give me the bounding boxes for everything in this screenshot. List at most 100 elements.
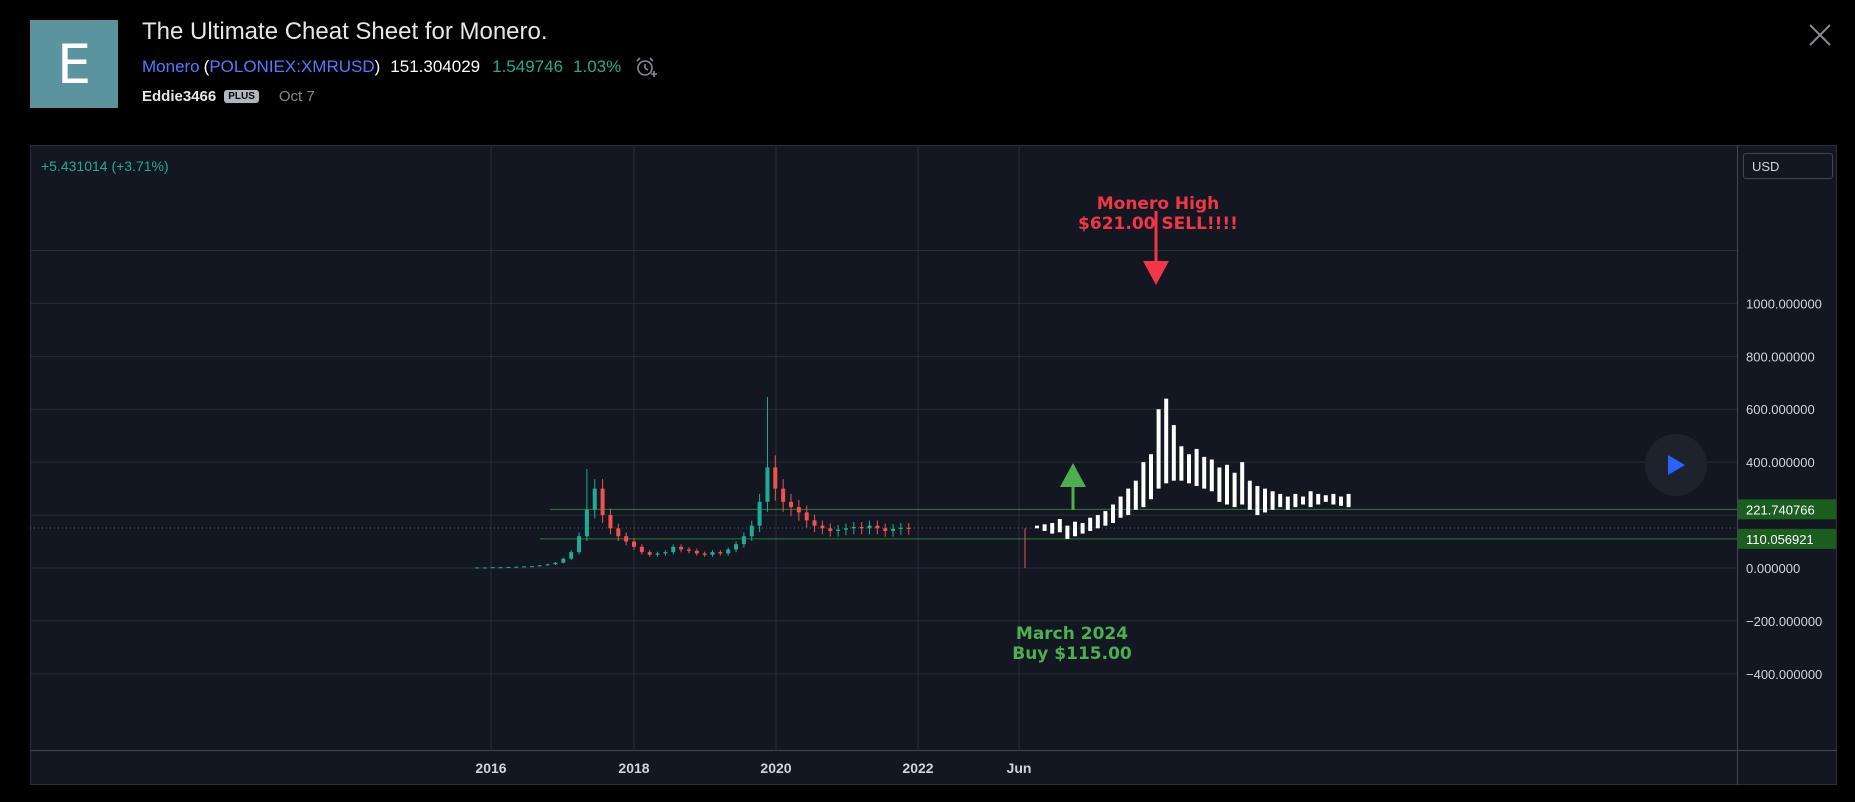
buy-annotation: March 2024 Buy $115.00 [972, 624, 1172, 664]
projection-bar [1316, 493, 1321, 505]
projection-bar [1118, 496, 1123, 518]
candle-body [553, 562, 558, 565]
candle-body [702, 553, 707, 555]
candle-body [632, 541, 636, 547]
candle-body [663, 552, 668, 554]
candle-body [506, 566, 511, 568]
author-name[interactable]: Eddie3466 [142, 88, 217, 105]
currency-selector[interactable]: USD [1743, 153, 1833, 179]
projection-bar [1323, 495, 1328, 502]
chart-change-label: +5.431014 (+3.71%) [41, 158, 169, 174]
projection-bar [1202, 456, 1207, 489]
alarm-clock-plus-icon[interactable] [633, 56, 659, 78]
projection-bar [1285, 496, 1290, 510]
candle-body [843, 528, 848, 530]
candle-body [836, 529, 841, 531]
projection-bar [1103, 511, 1108, 526]
ticker-link[interactable]: POLONIEX:XMRUSD [209, 57, 375, 76]
candle-body [867, 525, 872, 529]
price-change: 1.549746 [492, 57, 564, 76]
level-price-tag-1 [1738, 528, 1836, 549]
candle-body [757, 501, 762, 526]
candle-body [804, 512, 809, 521]
y-tick-label: 800.000000 [1746, 349, 1815, 364]
candle-body [796, 507, 801, 513]
y-tick-label: −400.000000 [1746, 667, 1822, 682]
projection-bar [1225, 464, 1229, 505]
candle-body [741, 536, 746, 545]
x-tick-label: Jun [1007, 760, 1032, 776]
projection-bar [1164, 398, 1169, 484]
y-tick-label: 600.000000 [1746, 402, 1815, 417]
price-chart[interactable]: 1000.000000 800.000000 600.000000 400.00000… [30, 145, 1837, 785]
x-tick-label: 2016 [475, 760, 506, 776]
candle-body [812, 520, 817, 526]
price-change-percent: 1.03% [573, 57, 622, 76]
projection-bar [1057, 519, 1062, 533]
candle-body [545, 564, 550, 566]
projection-bar [1080, 523, 1085, 534]
candle-body [514, 566, 519, 568]
projection-bar [1301, 496, 1305, 505]
projection-bar [1278, 493, 1283, 508]
candle-body [781, 488, 786, 502]
candle-body [482, 567, 487, 569]
projection-bar [1050, 523, 1055, 534]
x-tick-label: 2018 [618, 760, 649, 776]
projection-bar [1065, 525, 1070, 539]
projection-bar [1141, 462, 1146, 508]
close-icon[interactable] [1805, 20, 1835, 50]
y-tick-label: 0.000000 [1746, 561, 1800, 576]
projection-bar [1270, 491, 1275, 510]
candle-body [883, 528, 888, 531]
publish-date: Oct 7 [278, 88, 315, 105]
projection-bar [1126, 488, 1131, 516]
candle-body [898, 527, 903, 529]
projection-bar [1232, 472, 1237, 508]
level-price-label-1: 110.056921 [1746, 532, 1814, 547]
projection-bar [1095, 515, 1100, 529]
candle-body [851, 526, 856, 529]
candle-body [718, 552, 723, 554]
candle-body [529, 566, 534, 568]
candle-body [694, 550, 699, 554]
projection-bar [1194, 448, 1199, 486]
play-icon [1668, 455, 1685, 475]
candle-body [608, 515, 613, 529]
candle-body [734, 544, 739, 550]
projection-bar [1073, 521, 1077, 537]
projection-bar [1247, 480, 1252, 510]
projection-bar [1156, 409, 1161, 489]
sell-annotation: Monero High $621.00 SELL!!!! [1058, 194, 1258, 234]
candle-body [749, 525, 754, 537]
candle-body [726, 549, 731, 554]
x-tick-label: 2020 [760, 760, 791, 776]
buy-annotation-line-1: March 2024 [1015, 624, 1129, 644]
candle-body [522, 566, 527, 568]
candle-body [498, 567, 503, 569]
candle-body [686, 549, 691, 551]
candle-body [577, 536, 582, 553]
candle-body [789, 501, 793, 508]
candle-body [820, 525, 825, 529]
projection-bar [1187, 454, 1191, 484]
projection-bar [1133, 480, 1138, 510]
open-paren: ( [203, 57, 210, 76]
level-price-tag-0 [1738, 499, 1836, 520]
sell-arrow-head [1143, 261, 1169, 285]
symbol-name-link[interactable]: Monero [142, 57, 200, 76]
candle-body [765, 467, 770, 502]
candle-body [569, 552, 574, 559]
play-button[interactable] [1645, 434, 1707, 496]
y-tick-label: 400.000000 [1746, 455, 1815, 470]
x-tick-label: 2022 [902, 760, 933, 776]
chart-panel [30, 145, 1837, 785]
candle-body [773, 467, 778, 489]
candle-body [600, 488, 605, 516]
projection-bar [1209, 459, 1214, 492]
projection-bar [1111, 504, 1115, 524]
sell-annotation-line-2: $621.00 SELL!!!! [1078, 214, 1238, 234]
author-avatar[interactable]: E [30, 20, 118, 108]
projection-bar [1293, 493, 1298, 508]
projection-bar [1331, 493, 1336, 505]
